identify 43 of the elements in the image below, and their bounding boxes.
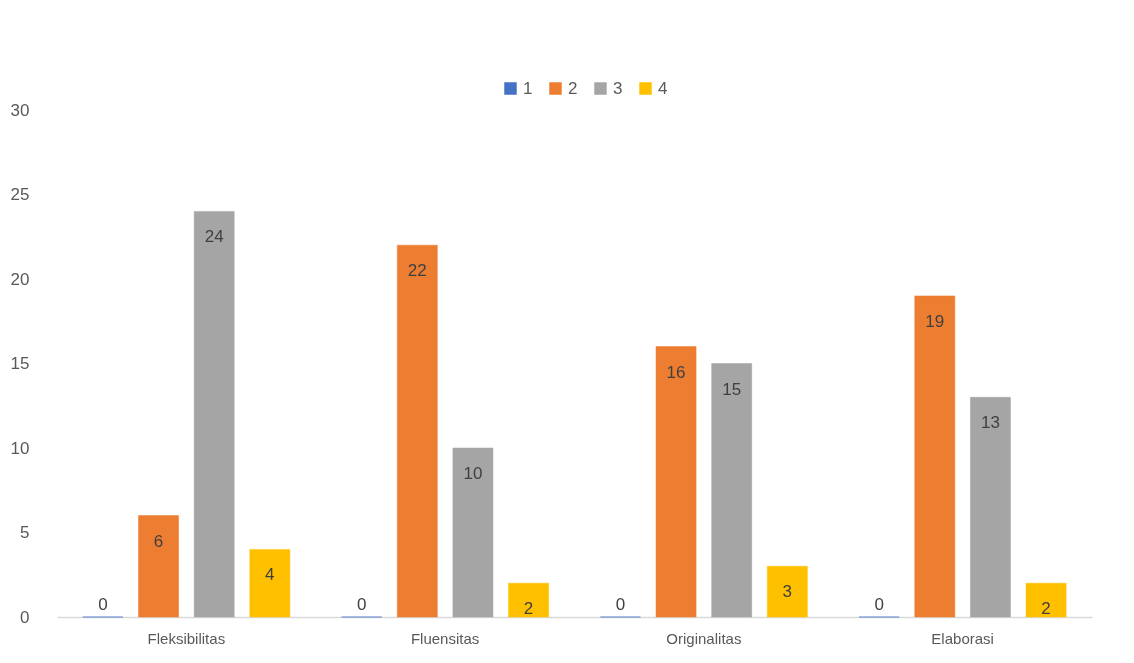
- legend-label: 4: [658, 78, 668, 98]
- y-tick-label: 25: [10, 185, 30, 204]
- bar: [914, 295, 956, 618]
- x-tick-label: Fluensitas: [410, 629, 480, 647]
- bar: [1025, 582, 1067, 618]
- y-tick-label: 5: [20, 523, 30, 542]
- data-label: 2: [1041, 599, 1051, 619]
- data-label: 10: [463, 464, 483, 483]
- data-label: 0: [874, 595, 884, 614]
- data-label: 15: [722, 379, 742, 399]
- y-tick-label: 10: [10, 438, 30, 458]
- bar: [970, 397, 1011, 618]
- bar: [508, 582, 549, 618]
- bar: [249, 549, 291, 618]
- data-label: 2: [523, 599, 534, 619]
- bar: [452, 447, 494, 618]
- data-label: 0: [356, 595, 367, 614]
- bar: [138, 515, 179, 618]
- legend-label: 1: [523, 78, 533, 98]
- y-tick-label: 30: [10, 100, 30, 120]
- y-tick-label: 20: [10, 269, 30, 289]
- bar: [767, 566, 808, 618]
- data-label: 24: [204, 227, 224, 247]
- bar: [397, 244, 438, 618]
- data-label: 16: [666, 362, 686, 382]
- bar: [711, 363, 752, 618]
- bar: [655, 346, 697, 618]
- y-tick-label: 15: [10, 354, 30, 373]
- legend-label: 2: [568, 78, 578, 98]
- data-label: 19: [925, 311, 945, 331]
- x-tick-label: Elaborasi: [931, 629, 994, 647]
- x-tick-label: Originalitas: [666, 629, 742, 647]
- y-tick-label: 0: [20, 607, 30, 627]
- bar: [193, 211, 235, 618]
- data-label: 3: [782, 582, 793, 602]
- data-label: 0: [98, 595, 108, 614]
- data-label: 0: [615, 595, 626, 614]
- data-label: 22: [407, 261, 427, 281]
- data-label: 4: [265, 565, 275, 585]
- legend-label: 3: [613, 78, 623, 98]
- data-label: 6: [153, 531, 164, 551]
- data-label: 13: [980, 413, 1000, 433]
- x-tick-label: Fleksibilitas: [147, 629, 226, 647]
